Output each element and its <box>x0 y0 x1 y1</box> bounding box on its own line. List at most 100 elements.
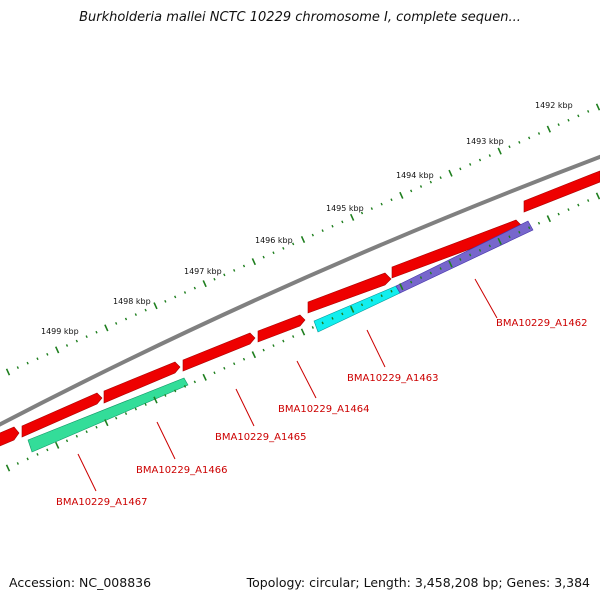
label-leader-group <box>77 278 498 492</box>
gene-arrow[interactable] <box>182 332 256 372</box>
minor-tick <box>65 439 69 443</box>
minor-tick <box>429 180 432 184</box>
leader-line <box>77 453 97 492</box>
minor-tick <box>557 212 560 216</box>
kbp-label-group: 1492 kbp 1493 kbp 1494 kbp 1495 kbp 1496… <box>41 101 573 336</box>
minor-tick <box>459 167 462 171</box>
minor-tick <box>16 462 19 465</box>
gene-label-A1464[interactable]: BMA10229_A1464 <box>278 404 369 415</box>
minor-tick <box>292 335 295 338</box>
kbp-label: 1493 kbp <box>466 137 504 146</box>
kbp-label: 1494 kbp <box>396 171 434 180</box>
minor-tick <box>410 280 413 284</box>
minor-tick <box>124 317 128 321</box>
minor-tick <box>518 140 521 144</box>
minor-tick <box>144 308 147 312</box>
minor-tick <box>537 132 541 135</box>
minor-tick <box>144 403 147 406</box>
major-tick <box>546 215 552 223</box>
major-tick <box>153 396 158 404</box>
major-tick <box>104 419 109 427</box>
kbp-label: 1497 kbp <box>184 267 222 276</box>
minor-tick <box>213 277 216 281</box>
minor-tick <box>478 249 482 252</box>
minor-tick <box>85 335 88 339</box>
minor-tick <box>528 136 531 140</box>
minor-tick <box>508 235 511 239</box>
major-tick <box>153 302 158 310</box>
gene-arrow[interactable] <box>307 272 392 314</box>
minor-tick <box>478 158 482 162</box>
minor-tick <box>16 366 19 369</box>
major-tick <box>5 368 11 376</box>
minor-tick <box>577 114 580 118</box>
minor-tick <box>242 357 246 361</box>
gene-label-A1465[interactable]: BMA10229_A1465 <box>215 432 306 443</box>
minor-tick <box>488 244 491 248</box>
outer-tick-track <box>5 103 600 376</box>
gene-label-A1462[interactable]: BMA10229_A1462 <box>496 318 587 329</box>
minor-tick <box>46 352 49 356</box>
kbp-label: 1495 kbp <box>326 204 364 213</box>
minor-tick <box>557 123 560 127</box>
inner-tick-track <box>5 192 600 472</box>
minor-tick <box>331 224 334 228</box>
gene-arrow[interactable] <box>391 219 523 279</box>
minor-tick <box>95 425 98 429</box>
minor-tick <box>360 303 364 307</box>
leader-line <box>296 360 317 399</box>
gene-arrow[interactable] <box>257 314 306 343</box>
major-tick <box>399 283 404 291</box>
gene-label-A1467[interactable]: BMA10229_A1467 <box>56 497 147 508</box>
minor-tick <box>528 226 531 230</box>
minor-tick <box>380 202 383 206</box>
minor-tick <box>75 434 78 438</box>
gene-arrow[interactable] <box>21 392 103 438</box>
major-tick <box>251 258 256 266</box>
minor-tick <box>193 380 196 384</box>
topology-text: Topology: circular; Length: 3,458,208 bp… <box>246 575 590 590</box>
minor-tick <box>390 289 393 293</box>
minor-tick <box>223 366 226 370</box>
minor-tick <box>95 330 98 334</box>
kbp-label: 1498 kbp <box>113 297 151 306</box>
minor-tick <box>115 322 118 325</box>
minor-tick <box>410 189 413 193</box>
minor-tick <box>469 253 472 257</box>
gene-arrow[interactable] <box>103 361 181 404</box>
minor-tick <box>577 203 580 207</box>
minor-tick <box>331 317 334 320</box>
gene-bar-A1467[interactable] <box>27 377 189 453</box>
minor-tick <box>311 326 314 329</box>
major-tick <box>350 213 355 221</box>
gene-arrow[interactable] <box>523 170 600 213</box>
minor-tick <box>321 229 324 233</box>
minor-tick <box>36 357 39 361</box>
major-tick <box>300 328 306 336</box>
minor-tick <box>567 118 570 122</box>
minor-tick <box>75 339 78 343</box>
kbp-label: 1496 kbp <box>255 236 293 245</box>
minor-tick <box>26 361 29 365</box>
minor-tick <box>439 267 442 270</box>
minor-tick <box>341 312 344 316</box>
minor-tick <box>360 211 364 215</box>
leader-line <box>366 329 386 368</box>
minor-tick <box>262 348 265 352</box>
minor-tick <box>518 230 521 234</box>
minor-tick <box>341 220 344 224</box>
minor-tick <box>134 407 137 411</box>
minor-tick <box>508 145 511 149</box>
minor-tick <box>85 430 88 434</box>
gene-arrow[interactable] <box>0 426 20 448</box>
minor-tick <box>134 313 137 316</box>
minor-tick <box>183 291 187 294</box>
kbp-label: 1492 kbp <box>535 101 573 110</box>
minor-tick <box>223 273 226 277</box>
minor-tick <box>36 453 39 456</box>
minor-tick <box>242 264 246 268</box>
minor-tick <box>46 448 49 452</box>
gene-label-A1466[interactable]: BMA10229_A1466 <box>136 465 227 476</box>
gene-label-A1463[interactable]: BMA10229_A1463 <box>347 373 438 384</box>
